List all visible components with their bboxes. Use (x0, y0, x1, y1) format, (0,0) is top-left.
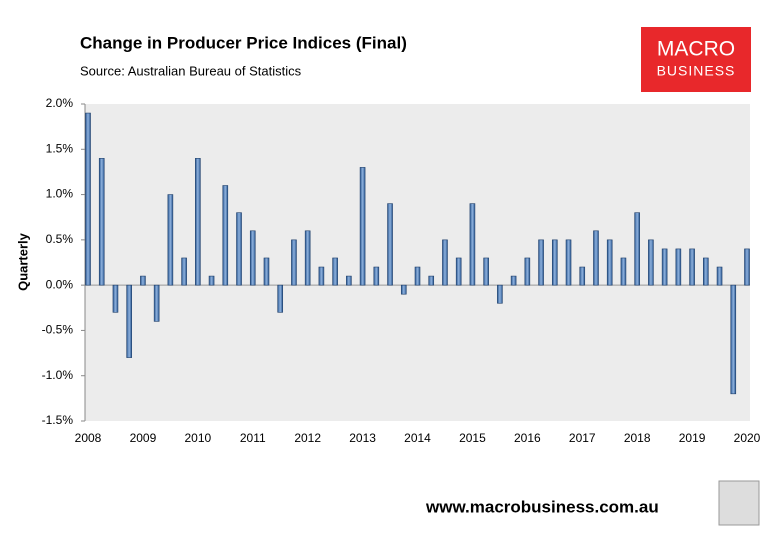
bar (318, 266, 325, 286)
bar (291, 239, 297, 286)
bar (98, 158, 105, 286)
x-tick-label: 2017 (569, 431, 596, 445)
bar (208, 275, 215, 286)
bar (414, 266, 421, 286)
bar (359, 167, 366, 286)
bar (387, 203, 393, 286)
x-tick-label: 2011 (240, 431, 266, 445)
y-tick-label: -1.0% (42, 368, 74, 382)
bar (167, 194, 174, 286)
x-tick-label: 2019 (679, 431, 706, 445)
x-tick-label: 2013 (349, 431, 376, 445)
bar (634, 212, 640, 286)
y-tick-label: -1.5% (42, 413, 74, 427)
logo-text: MACRO (657, 38, 735, 61)
bar (85, 112, 91, 286)
bar (346, 275, 352, 286)
bar (112, 284, 119, 313)
bar (579, 266, 586, 286)
y-tick-label: 2.0% (46, 96, 74, 110)
x-tick-label: 2008 (75, 431, 102, 445)
bar (442, 239, 448, 286)
bar (332, 257, 338, 286)
bar (703, 257, 709, 286)
bar (510, 275, 517, 286)
bar (675, 248, 682, 286)
bar (222, 185, 229, 286)
bar (524, 257, 531, 286)
bar (551, 239, 558, 286)
bar (249, 230, 256, 286)
bar (716, 266, 723, 286)
bar (689, 248, 695, 286)
bar (236, 212, 242, 286)
bar (428, 275, 435, 286)
bar (304, 230, 311, 286)
bar (277, 284, 284, 313)
y-axis-label: Quarterly (15, 232, 30, 291)
bar (140, 275, 146, 286)
bar (661, 248, 668, 286)
chart-title: Change in Producer Price Indices (Final) (80, 33, 407, 52)
x-tick-label: 2020 (734, 431, 761, 445)
y-tick-label: 0.5% (46, 232, 74, 246)
wolf-icon (718, 480, 760, 526)
logo-text: BUSINESS (657, 63, 736, 79)
footer: www.macrobusiness.com.au (425, 497, 659, 516)
logo-box (641, 27, 751, 92)
bar (648, 239, 654, 286)
bar (126, 284, 132, 358)
y-tick-label: 0.0% (46, 277, 74, 291)
x-tick-label: 2015 (459, 431, 486, 445)
bar (373, 266, 380, 286)
bar (195, 158, 201, 286)
bar (620, 257, 627, 286)
bar (455, 257, 462, 286)
bar (483, 257, 489, 286)
bar (730, 284, 737, 395)
bar (400, 284, 407, 295)
x-tick-label: 2016 (514, 431, 541, 445)
y-tick-label: 1.5% (46, 141, 74, 155)
bar (565, 239, 572, 286)
x-tick-label: 2009 (130, 431, 157, 445)
bar (606, 239, 613, 286)
x-tick-label: 2014 (404, 431, 431, 445)
y-tick-label: -0.5% (42, 323, 74, 337)
bar (593, 230, 599, 286)
bar (469, 203, 476, 286)
y-tick-label: 1.0% (46, 187, 74, 201)
x-tick-label: 2018 (624, 431, 651, 445)
bar (744, 248, 750, 286)
chart-subtitle: Source: Australian Bureau of Statistics (80, 63, 302, 78)
bar (538, 239, 544, 286)
x-tick-label: 2010 (184, 431, 211, 445)
bar (181, 257, 187, 286)
bar (497, 284, 503, 304)
x-tick-label: 2012 (294, 431, 321, 445)
bar (153, 284, 160, 322)
bar (263, 257, 270, 286)
